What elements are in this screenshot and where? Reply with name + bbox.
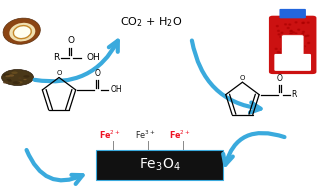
Circle shape (277, 51, 279, 53)
Ellipse shape (13, 81, 20, 84)
Circle shape (279, 58, 281, 59)
Ellipse shape (2, 70, 33, 86)
Circle shape (287, 27, 289, 29)
Circle shape (293, 32, 294, 33)
Ellipse shape (3, 18, 40, 44)
Circle shape (290, 52, 292, 53)
Circle shape (308, 42, 310, 43)
Ellipse shape (13, 26, 31, 39)
Circle shape (293, 39, 295, 40)
Circle shape (303, 63, 305, 64)
Text: O: O (67, 36, 74, 45)
Circle shape (289, 69, 291, 70)
Circle shape (290, 31, 292, 32)
Circle shape (285, 24, 286, 25)
Ellipse shape (5, 75, 10, 77)
Text: O: O (56, 70, 62, 76)
Circle shape (302, 33, 304, 35)
Text: O: O (240, 75, 245, 81)
Ellipse shape (23, 79, 27, 80)
Circle shape (290, 30, 292, 32)
Circle shape (290, 33, 292, 34)
Circle shape (282, 47, 284, 48)
Ellipse shape (17, 81, 23, 83)
Circle shape (278, 34, 280, 35)
Circle shape (295, 58, 297, 59)
Circle shape (296, 43, 298, 44)
Circle shape (301, 54, 303, 55)
FancyBboxPatch shape (274, 54, 311, 71)
Text: Fe$^{2+}$: Fe$^{2+}$ (169, 128, 191, 141)
Ellipse shape (18, 77, 22, 79)
Text: Fe$^{3+}$: Fe$^{3+}$ (135, 128, 155, 141)
Text: O: O (94, 69, 100, 78)
Circle shape (279, 52, 281, 53)
Circle shape (298, 29, 300, 30)
Circle shape (302, 22, 304, 23)
FancyBboxPatch shape (279, 9, 306, 18)
Circle shape (288, 66, 290, 67)
Circle shape (302, 48, 304, 49)
FancyBboxPatch shape (96, 150, 223, 180)
Circle shape (295, 22, 297, 23)
Ellipse shape (11, 71, 18, 74)
FancyBboxPatch shape (269, 16, 316, 74)
Circle shape (276, 26, 278, 27)
Ellipse shape (23, 75, 30, 78)
Circle shape (297, 51, 299, 52)
Circle shape (292, 66, 294, 67)
Circle shape (306, 68, 308, 69)
Text: CO$_2$ + H$_2$O: CO$_2$ + H$_2$O (121, 15, 182, 29)
Circle shape (305, 63, 307, 64)
Circle shape (295, 33, 297, 34)
Text: O: O (277, 74, 283, 83)
Ellipse shape (9, 23, 35, 41)
Text: Fe$_3$O$_4$: Fe$_3$O$_4$ (138, 157, 181, 173)
Circle shape (280, 49, 282, 50)
Circle shape (289, 48, 291, 49)
Text: OH: OH (110, 85, 122, 94)
Circle shape (281, 32, 283, 33)
Text: OH: OH (86, 53, 100, 62)
Text: R: R (53, 53, 59, 62)
Circle shape (307, 35, 309, 36)
Circle shape (285, 46, 287, 47)
Ellipse shape (8, 80, 12, 82)
Circle shape (300, 45, 302, 46)
Text: Fe$^{2+}$: Fe$^{2+}$ (99, 128, 121, 141)
Circle shape (290, 33, 292, 34)
Circle shape (282, 45, 284, 46)
Circle shape (280, 36, 282, 37)
Circle shape (297, 46, 299, 47)
Circle shape (286, 54, 288, 55)
Circle shape (303, 22, 305, 23)
Text: R: R (291, 90, 297, 99)
Circle shape (289, 24, 291, 25)
Ellipse shape (6, 79, 11, 81)
Circle shape (283, 42, 285, 43)
Ellipse shape (3, 74, 11, 77)
Circle shape (294, 56, 296, 57)
Circle shape (302, 31, 304, 32)
Circle shape (277, 54, 279, 55)
Circle shape (307, 22, 309, 23)
Circle shape (291, 67, 293, 68)
Circle shape (284, 46, 286, 47)
Circle shape (278, 30, 279, 31)
Circle shape (302, 43, 304, 44)
Ellipse shape (3, 81, 8, 84)
Circle shape (287, 45, 289, 46)
Circle shape (284, 44, 286, 46)
Circle shape (293, 35, 294, 36)
Ellipse shape (8, 74, 14, 77)
Circle shape (303, 46, 305, 47)
Circle shape (305, 36, 307, 37)
Circle shape (275, 48, 277, 50)
Circle shape (297, 63, 299, 64)
FancyBboxPatch shape (281, 35, 304, 58)
